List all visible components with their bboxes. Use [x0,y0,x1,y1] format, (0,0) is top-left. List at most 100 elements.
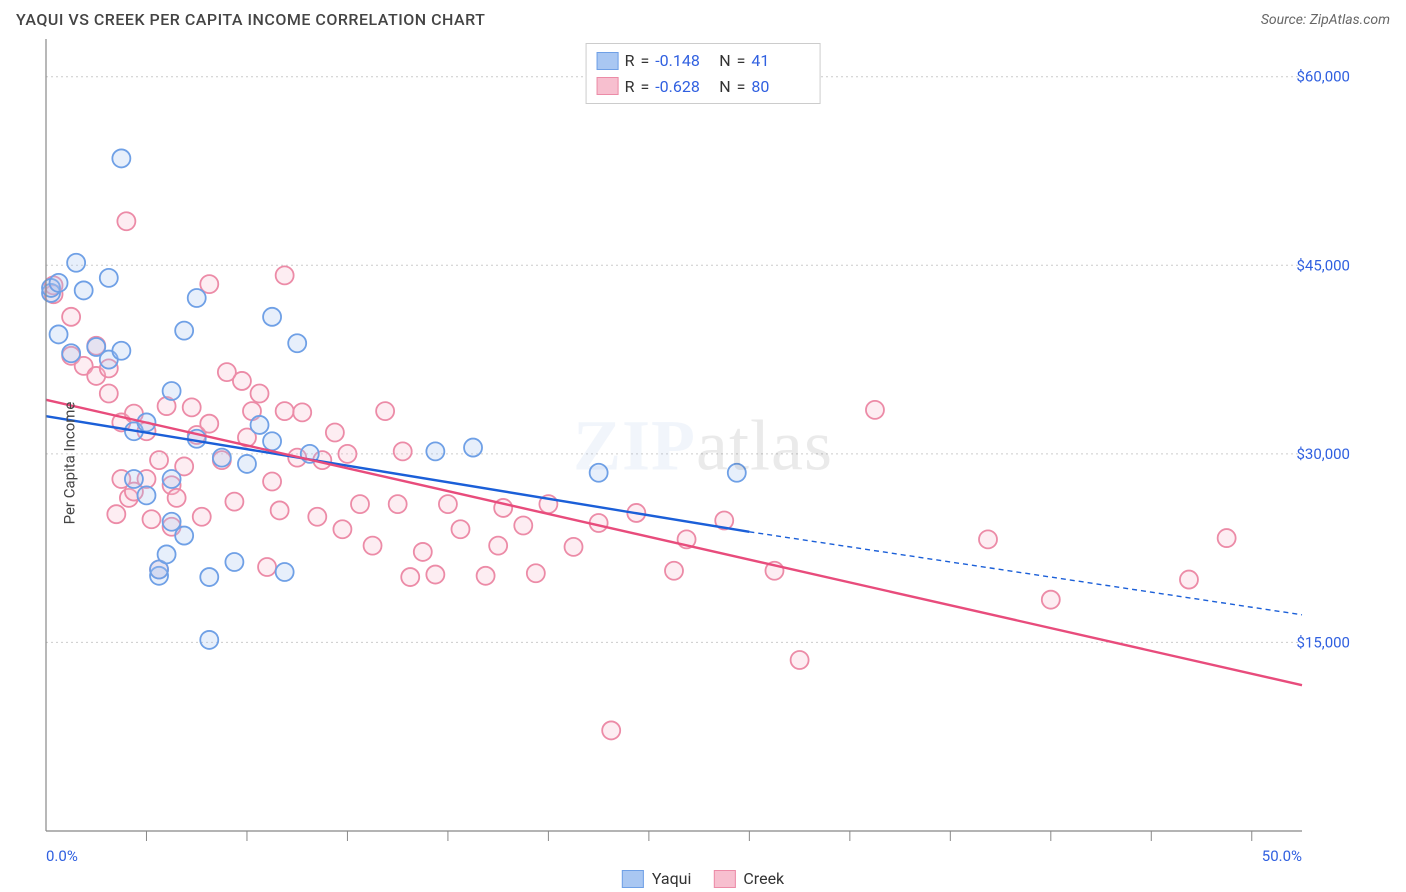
data-point-creek [143,510,161,528]
data-point-creek [326,423,344,441]
legend-stats-row-yaqui: R = -0.148 N = 41 [597,48,810,74]
y-axis-label: Per Capita Income [60,402,78,525]
data-point-creek [791,651,809,669]
data-point-yaqui [590,464,608,482]
data-point-creek [376,402,394,420]
data-point-yaqui [112,342,130,360]
data-point-yaqui [251,416,269,434]
swatch-creek [597,77,619,95]
data-point-creek [200,415,218,433]
swatch-yaqui-bottom [622,870,644,888]
data-point-creek [477,567,495,585]
legend-label-yaqui: Yaqui [652,869,692,888]
data-point-yaqui [125,470,143,488]
data-point-creek [338,445,356,463]
data-point-creek [527,564,545,582]
data-point-yaqui [75,281,93,299]
data-point-yaqui [288,334,306,352]
r-value-creek: -0.628 [655,74,713,100]
x-tick-label: 0.0% [46,847,78,865]
trend-line-creek [46,400,1302,685]
data-point-creek [351,495,369,513]
data-point-yaqui [112,149,130,167]
data-point-creek [193,508,211,526]
data-point-creek [602,721,620,739]
data-point-creek [258,558,276,576]
data-point-creek [150,451,168,469]
data-point-creek [100,385,118,403]
data-point-creek [394,442,412,460]
data-point-yaqui [188,289,206,307]
data-point-yaqui [263,432,281,450]
data-point-creek [426,566,444,584]
chart-title: YAQUI VS CREEK PER CAPITA INCOME CORRELA… [16,10,485,29]
n-value-creek: 80 [751,74,809,100]
legend-stats: R = -0.148 N = 41 R = -0.628 N = 80 [586,43,821,104]
y-tick-label: $30,000 [1296,445,1350,463]
data-point-yaqui [163,470,181,488]
x-tick-label: 50.0% [1262,847,1302,865]
data-point-yaqui [163,382,181,400]
data-point-creek [389,495,407,513]
data-point-creek [1218,529,1236,547]
data-point-yaqui [175,322,193,340]
y-tick-label: $15,000 [1296,633,1350,651]
chart-header: YAQUI VS CREEK PER CAPITA INCOME CORRELA… [0,0,1406,35]
r-value-yaqui: -0.148 [655,48,713,74]
data-point-creek [514,517,532,535]
data-point-yaqui [238,455,256,473]
data-point-creek [233,372,251,390]
data-point-creek [293,403,311,421]
legend-stats-row-creek: R = -0.628 N = 80 [597,74,810,100]
y-tick-label: $45,000 [1296,256,1350,274]
data-point-creek [271,501,289,519]
data-point-creek [565,538,583,556]
data-point-creek [489,537,507,555]
data-point-yaqui [426,442,444,460]
data-point-yaqui [200,568,218,586]
data-point-creek [183,398,201,416]
legend-series: Yaqui Creek [622,869,784,888]
data-point-yaqui [62,344,80,362]
data-point-yaqui [158,545,176,563]
data-point-creek [276,402,294,420]
data-point-creek [62,308,80,326]
data-point-yaqui [137,486,155,504]
chart-stage: Per Capita Income $15,000$30,000$45,000$… [0,35,1406,891]
data-point-creek [401,568,419,586]
data-point-creek [665,562,683,580]
data-point-yaqui [50,274,68,292]
data-point-yaqui [263,308,281,326]
legend-label-creek: Creek [743,869,784,888]
data-point-yaqui [464,439,482,457]
data-point-creek [276,266,294,284]
data-point-yaqui [213,449,231,467]
data-point-creek [451,520,469,538]
chart-source: Source: ZipAtlas.com [1261,12,1390,28]
legend-item-creek: Creek [713,869,784,888]
data-point-creek [1180,571,1198,589]
data-point-creek [979,530,997,548]
data-point-creek [263,473,281,491]
data-point-yaqui [200,631,218,649]
data-point-creek [117,212,135,230]
data-point-yaqui [728,464,746,482]
data-point-yaqui [50,325,68,343]
data-point-creek [333,520,351,538]
data-point-yaqui [175,527,193,545]
swatch-yaqui [597,52,619,70]
legend-item-yaqui: Yaqui [622,869,692,888]
data-point-creek [364,537,382,555]
data-point-creek [308,508,326,526]
scatter-chart: $15,000 $30,000 $45,000 $60,000 0.0% 50.0% [0,35,1406,891]
y-tick-label: $60,000 [1296,68,1350,86]
data-point-yaqui [225,553,243,571]
data-point-yaqui [100,269,118,287]
data-point-creek [1042,591,1060,609]
swatch-creek-bottom [713,870,735,888]
data-point-creek [168,489,186,507]
data-point-creek [866,401,884,419]
n-value-yaqui: 41 [751,48,809,74]
data-point-yaqui [276,563,294,581]
data-point-creek [251,385,269,403]
